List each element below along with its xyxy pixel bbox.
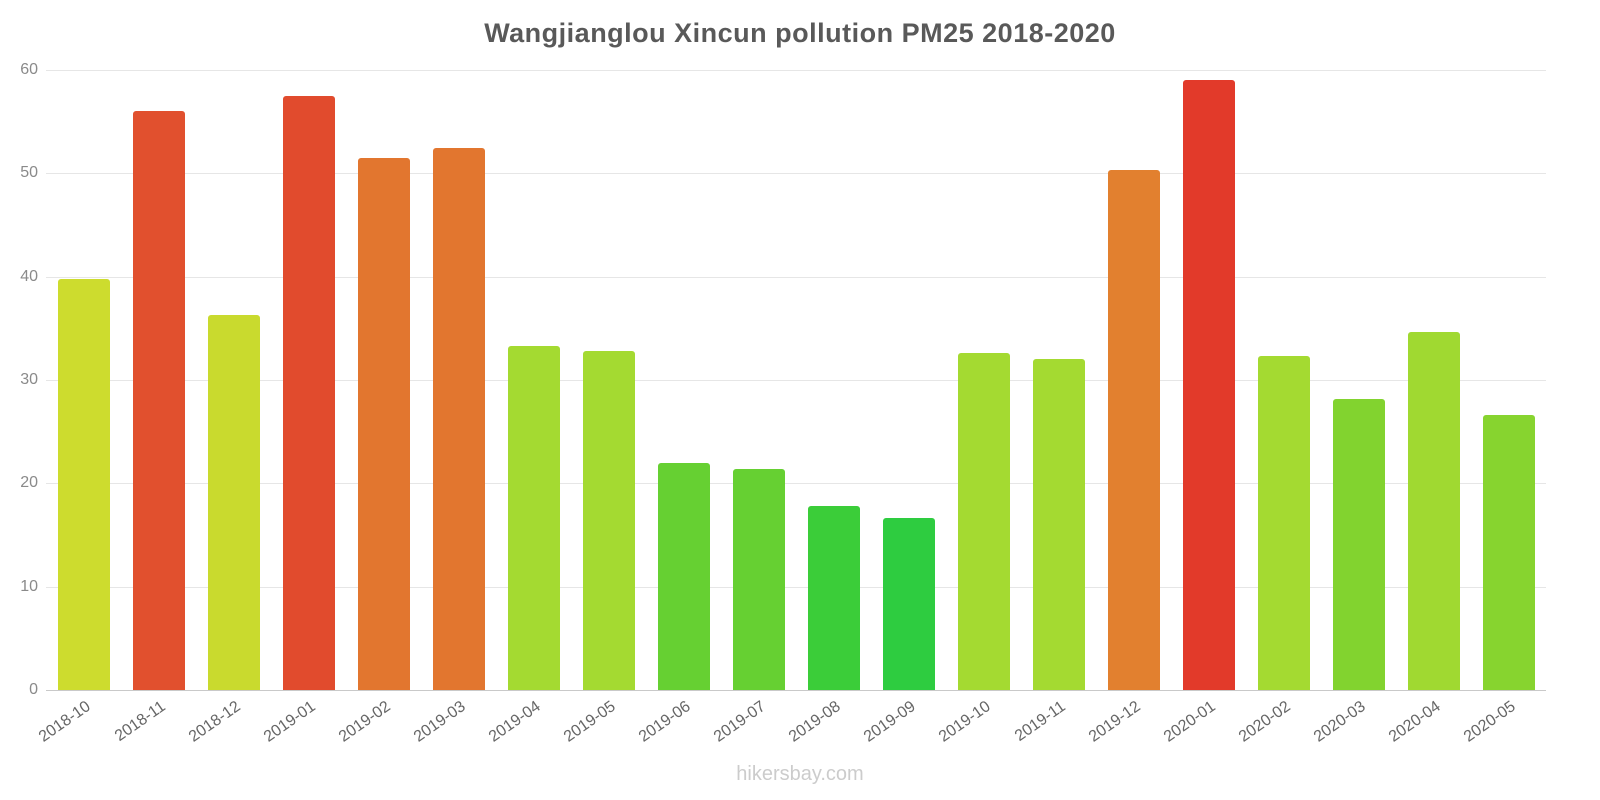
gridline (46, 173, 1546, 175)
chart-title: Wangjianglou Xincun pollution PM25 2018-… (484, 18, 1116, 48)
bar-2020-01[interactable] (1182, 80, 1235, 690)
gridline (46, 380, 1546, 381)
y-axis-label: 50 (20, 164, 38, 182)
gridline (46, 483, 1546, 485)
bar-2018-11[interactable] (132, 111, 185, 690)
bar-2019-06[interactable] (657, 462, 710, 690)
y-axis-label: 0 (29, 681, 38, 698)
gridline (46, 70, 1546, 71)
y-axis-label: 60 (20, 61, 38, 78)
bar-2018-10[interactable] (57, 278, 110, 690)
y-axis-label: 40 (20, 267, 38, 285)
bar-2020-05[interactable] (1482, 415, 1535, 690)
gridline (46, 586, 1546, 588)
x-axis-line (46, 690, 1546, 691)
y-axis-label: 20 (20, 474, 38, 492)
bar-2019-10[interactable] (957, 353, 1010, 690)
bar-2019-11[interactable] (1032, 359, 1085, 690)
gridline (46, 276, 1546, 278)
bar-2020-03[interactable] (1332, 398, 1385, 690)
y-axis-label: 10 (20, 577, 38, 595)
bar-2018-12[interactable] (207, 314, 260, 690)
bar-2019-03[interactable] (432, 147, 485, 690)
bar-2019-12[interactable] (1107, 170, 1160, 690)
bar-2019-04[interactable] (507, 345, 560, 690)
bar-2019-02[interactable] (357, 157, 410, 690)
bar-2019-05[interactable] (582, 351, 635, 690)
plot-area: 0 10 20 30 40 50 60 2018-10 2018-11 2018-12 2019-0… (20, 61, 1546, 746)
bar-2020-04[interactable] (1407, 332, 1460, 690)
y-axis-label: 30 (20, 371, 38, 388)
bar-2020-02[interactable] (1257, 356, 1310, 690)
bar-2019-08[interactable] (807, 506, 860, 690)
bar-2019-07[interactable] (732, 468, 785, 690)
bar-2019-09[interactable] (882, 518, 935, 690)
bar-2019-01[interactable] (282, 95, 335, 690)
watermark: hikersbay.com (736, 763, 864, 785)
